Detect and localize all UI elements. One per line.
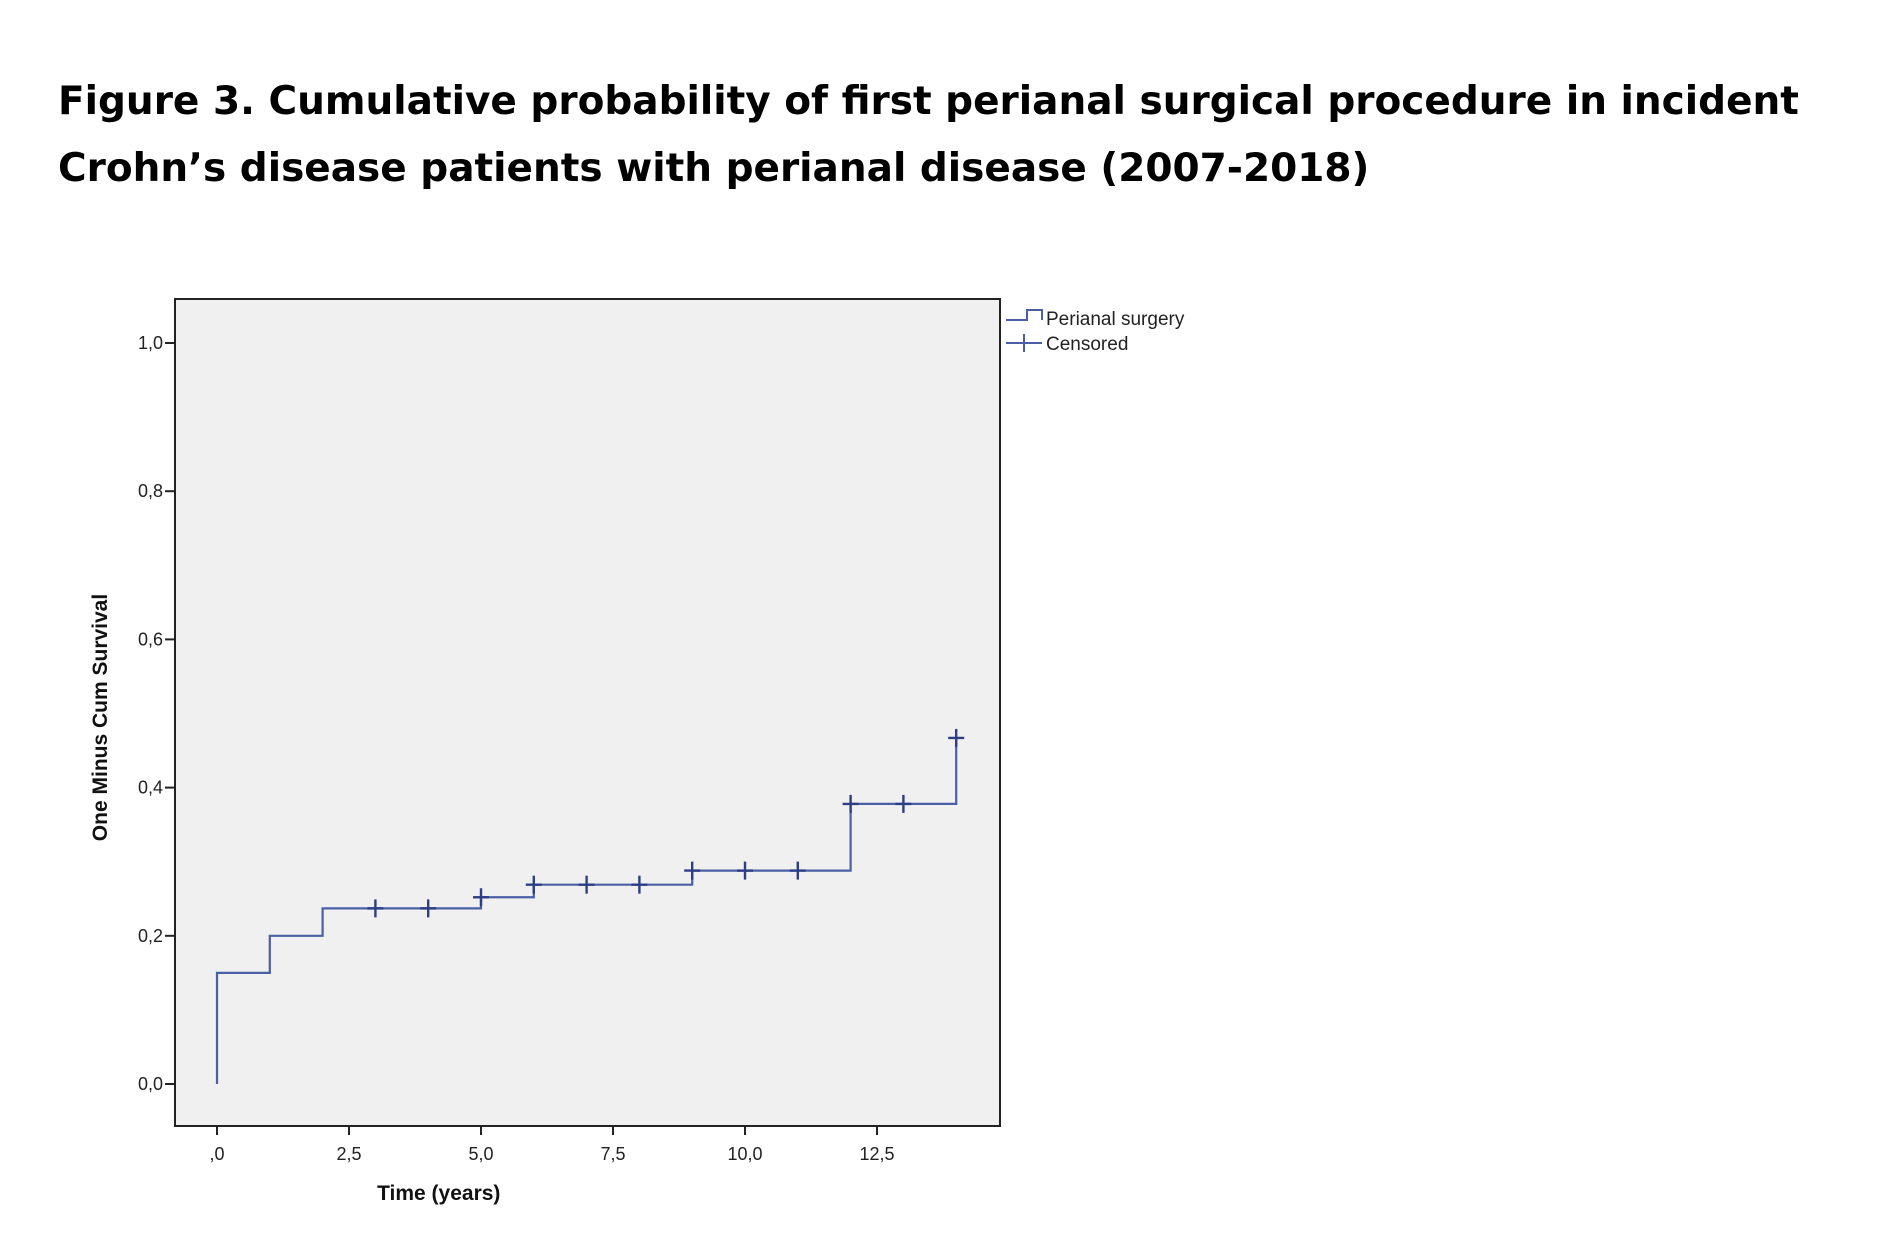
y-tick-label: 0,0 [138,1074,163,1094]
y-tick-label: 0,4 [138,778,163,798]
y-tick-label: 1,0 [138,333,163,353]
censored-marker [737,861,753,880]
figure-title: Figure 3. Cumulative probability of firs… [58,79,1799,191]
censored-marker [948,728,965,747]
censored-marker [631,875,648,894]
censored-marker [420,899,437,918]
x-tick-label: 2,5 [336,1144,361,1164]
censored-marker [525,875,542,894]
step-line-icon [1006,309,1043,321]
y-axis-ticks: 0,0 0,2 0,4 0,6 0,8 1,0 [138,333,175,1094]
censored-marker [367,899,384,918]
censored-markers [367,728,965,918]
x-axis-title: Time (years) [377,1182,500,1205]
x-tick-label: 12,5 [859,1144,894,1164]
censored-marker [578,875,595,894]
censored-marker [473,888,489,907]
legend-label-perianal-surgery: Perianal surgery [1046,309,1185,330]
y-tick-label: 0,6 [138,629,163,649]
legend: Perianal surgery Censored [1006,309,1185,355]
plot-area [175,299,1000,1126]
censored-marker [684,861,701,880]
x-tick-label: 5,0 [468,1144,493,1164]
y-tick-label: 0,8 [138,481,163,501]
censored-marker [895,794,912,813]
y-tick-label: 0,2 [138,926,163,946]
plot-frame [174,298,1001,1127]
series-line-perianal-surgery [215,737,958,1084]
censored-marker [842,794,859,813]
legend-label-censored: Censored [1046,334,1128,355]
x-axis-ticks: ,0 2,5 5,0 7,5 10,0 12,5 [209,1126,895,1164]
x-tick-label: ,0 [209,1144,224,1164]
x-tick-label: 10,0 [727,1144,762,1164]
plus-marker-icon [1006,334,1042,352]
x-tick-label: 7,5 [600,1144,625,1164]
y-axis-title: One Minus Cum Survival [89,594,112,841]
censored-marker [789,861,806,880]
